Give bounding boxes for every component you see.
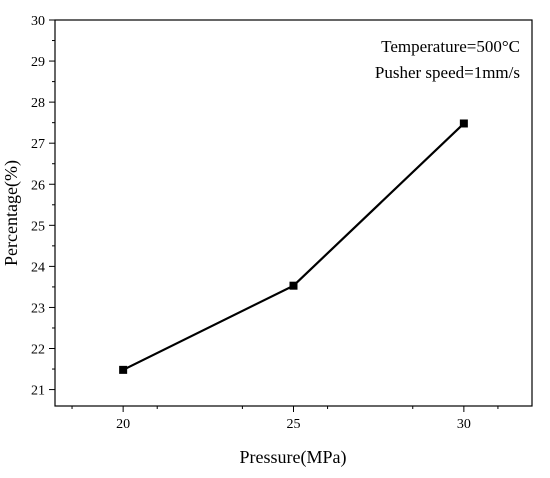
y-axis-title: Percentage(%) [1,160,22,266]
y-tick-label: 27 [31,137,45,152]
y-tick-label: 25 [31,219,45,234]
y-tick-label: 26 [31,178,45,193]
x-tick-label: 25 [287,417,301,432]
y-tick-label: 22 [31,343,45,358]
annotation-temperature: Temperature=500°C [381,37,520,56]
series-line [122,122,465,371]
x-tick-label: 30 [457,417,471,432]
data-point-marker [459,119,468,128]
y-axis-ticks: 21 22 23 24 25 26 27 28 29 30 [31,14,55,399]
y-tick-label: 21 [31,384,45,399]
x-tick-label: 20 [116,417,130,432]
data-point-marker [289,281,298,290]
annotation-pusher-speed: Pusher speed=1mm/s [375,63,520,82]
y-tick-label: 24 [31,260,45,275]
x-axis-title: Pressure(MPa) [240,447,347,468]
y-tick-label: 29 [31,55,45,70]
series-layer [119,119,468,374]
y-tick-label: 30 [31,14,45,29]
y-tick-label: 28 [31,96,45,111]
x-axis-ticks: 20 25 30 [71,406,499,432]
y-tick-label: 23 [31,301,45,316]
data-point-marker [119,365,128,374]
